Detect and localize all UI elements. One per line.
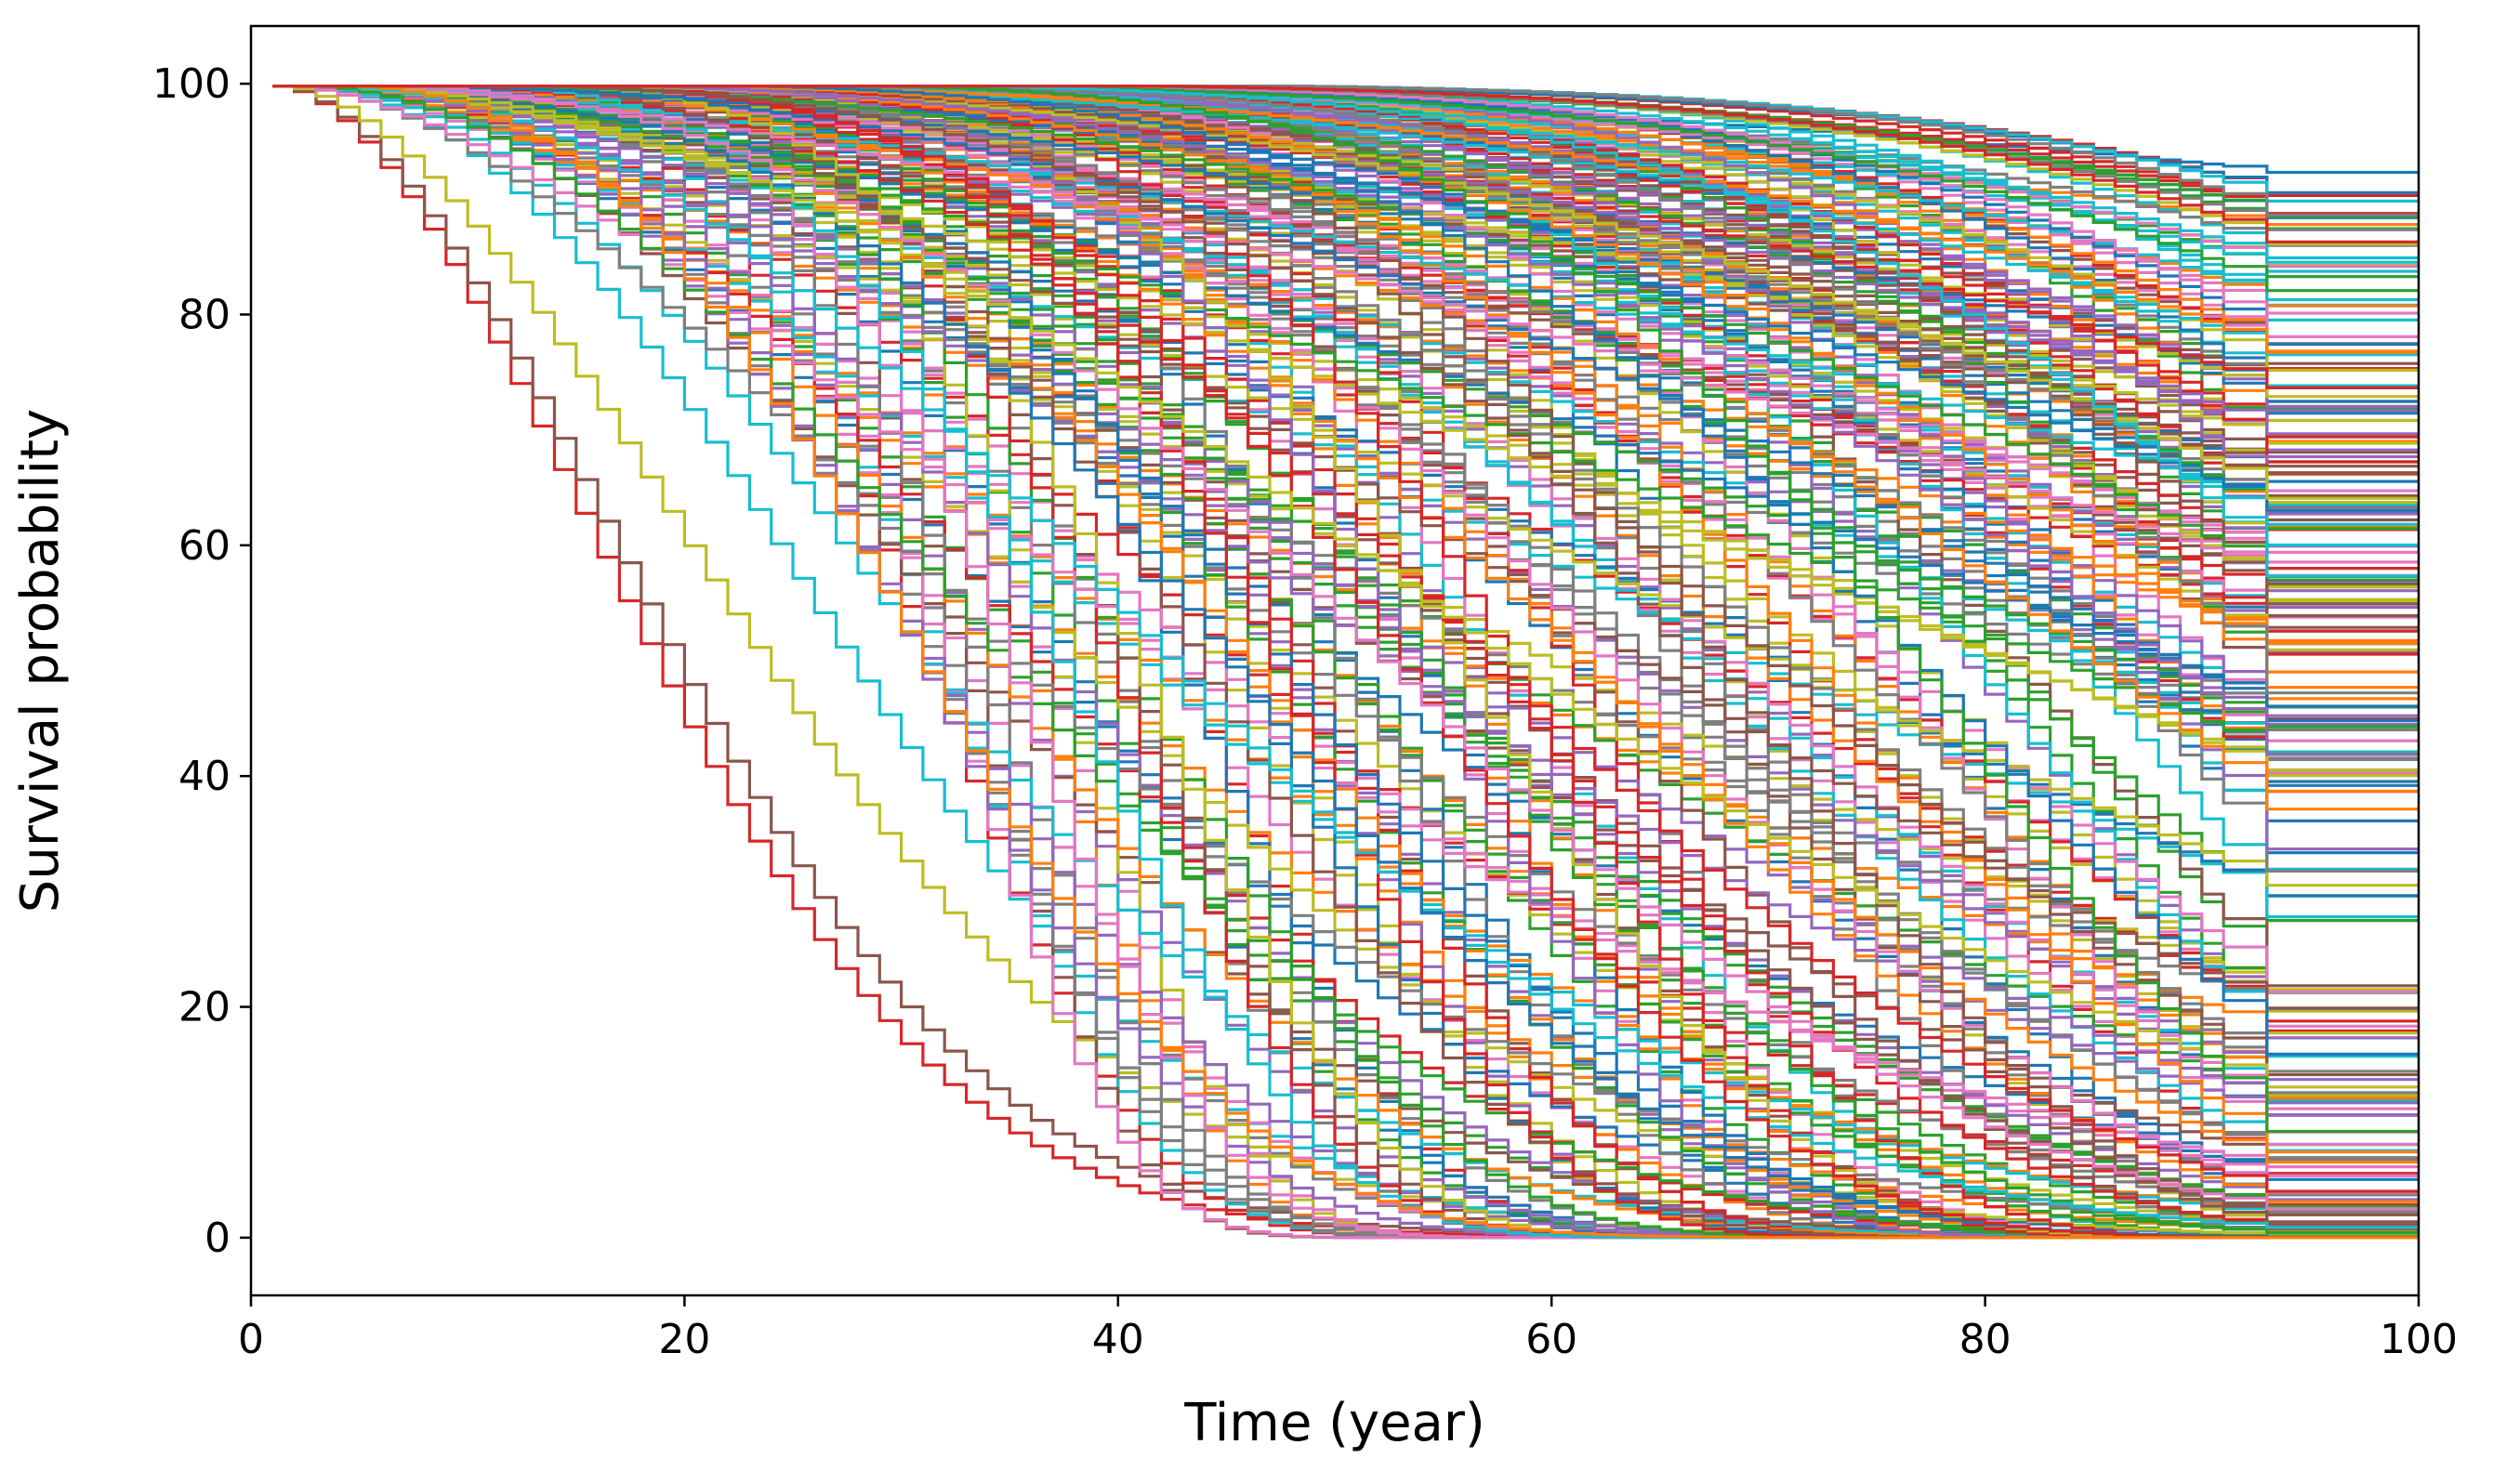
survival-curve	[272, 85, 2419, 1169]
survival-curve	[272, 85, 2419, 243]
survival-curve	[272, 85, 2419, 577]
survival-curve	[272, 85, 2419, 1105]
y-axis-ticks: 0 20 40 60 80 100	[152, 60, 251, 1262]
y-tick-label: 100	[152, 60, 231, 108]
survival-curve	[272, 85, 2419, 1089]
x-tick-label: 100	[2380, 1316, 2458, 1363]
survival-curve	[272, 85, 2419, 755]
survival-curve	[272, 85, 2419, 1228]
x-axis-ticks: 0 20 40 60 80 100	[238, 1295, 2458, 1363]
survival-curve	[272, 85, 2419, 708]
survival-curve	[272, 85, 2419, 1117]
x-axis-title: Time (year)	[1183, 1393, 1484, 1453]
survival-curve	[272, 85, 2419, 1240]
y-tick-label: 80	[178, 291, 231, 338]
survival-curve	[272, 85, 2419, 887]
survival-curve	[272, 85, 2419, 1077]
x-tick-label: 20	[658, 1316, 710, 1363]
y-axis-title: Survival probability	[10, 409, 71, 913]
survival-curve	[272, 85, 2419, 1013]
y-tick-label: 60	[178, 522, 231, 570]
x-tick-label: 0	[238, 1316, 264, 1363]
y-tick-label: 20	[178, 984, 231, 1031]
y-tick-label: 40	[178, 753, 231, 800]
series-layer	[272, 85, 2419, 1240]
x-tick-label: 80	[1959, 1316, 2012, 1363]
x-tick-label: 40	[1092, 1316, 1144, 1363]
survival-curve	[272, 85, 2419, 1229]
y-tick-label: 0	[204, 1215, 231, 1262]
x-tick-label: 60	[1525, 1316, 1577, 1363]
survival-curve	[272, 85, 2419, 1211]
survival-curve	[272, 85, 2419, 1239]
plot-frame	[249, 24, 2420, 1297]
